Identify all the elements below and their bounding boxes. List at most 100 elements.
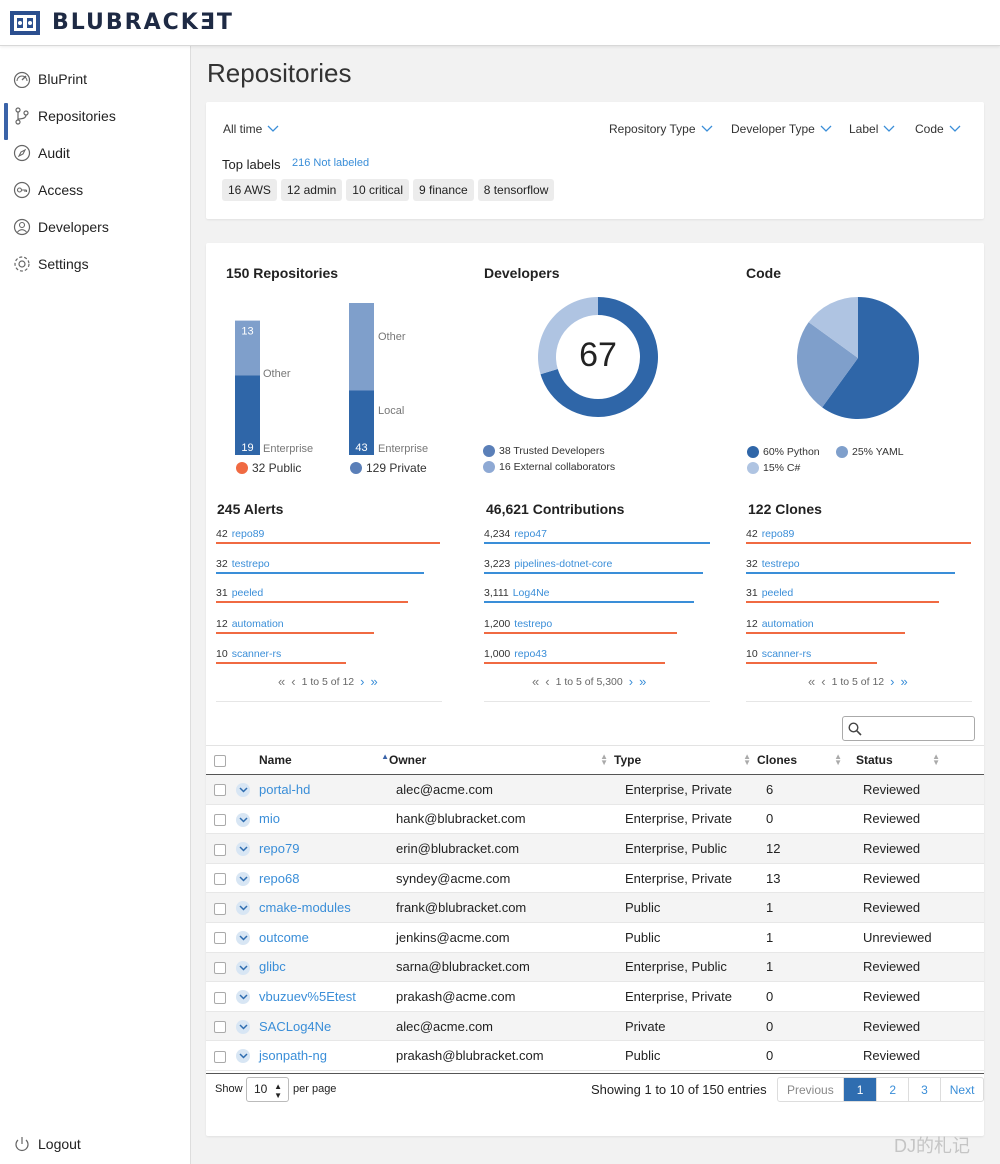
sidebar-item-access[interactable]: Access [0,171,190,208]
code-dropdown[interactable]: Code [915,122,961,136]
contribution-repo-link[interactable]: Log4Ne [512,587,550,599]
chevron-down-icon[interactable] [236,931,250,946]
label-chip-tensorflow[interactable]: 8 tensorflow [477,179,555,201]
sidebar-item-developers[interactable]: Developers [0,208,190,245]
chevron-down-icon[interactable] [236,812,250,827]
next-page-icon[interactable]: › [360,674,365,689]
next-page-button[interactable]: Next [939,1078,984,1101]
row-checkbox[interactable] [214,902,226,915]
next-page-icon[interactable]: › [628,674,634,689]
page-1-button[interactable]: 1 [842,1078,877,1101]
column-header-owner[interactable]: Owner ▲ ▼ [389,745,614,775]
repository-type-dropdown[interactable]: Repository Type [609,122,713,136]
row-checkbox[interactable] [214,961,226,974]
alert-repo-link[interactable]: automation [231,618,284,630]
label-dropdown[interactable]: Label [849,122,895,136]
clone-repo-link[interactable]: automation [761,618,814,630]
repo-name-link[interactable]: outcome [259,929,309,945]
chevron-down-icon[interactable] [236,842,250,857]
column-header-status[interactable]: Status ▲ ▼ [856,745,984,775]
chevron-down-icon[interactable] [236,1049,250,1064]
sort-icon[interactable]: ▲ ▼ [600,752,608,767]
column-header-name[interactable]: Name ▲ [259,745,389,775]
label-chip-finance[interactable]: 9 finance [412,179,474,201]
first-page-icon[interactable]: « [532,674,540,689]
first-page-icon[interactable]: « [808,674,816,689]
repo-name-link[interactable]: repo68 [259,870,300,886]
sort-icon[interactable]: ▲ ▼ [743,752,751,767]
table-row[interactable]: SACLog4Ne alec@acme.com Private 0 Reviewed [206,1011,984,1042]
pie-slice-python[interactable] [822,297,919,419]
clone-repo-link[interactable]: testrepo [761,558,800,570]
sidebar-item-bluprint[interactable]: BluPrint [0,60,190,97]
public-other-bar[interactable] [235,320,260,376]
not-labeled-link[interactable]: 216 Not labeled [292,157,370,169]
label-chip-aws[interactable]: 16 AWS [222,179,277,201]
row-checkbox[interactable] [214,991,226,1004]
sidebar-item-audit[interactable]: Audit [0,134,190,171]
next-page-icon[interactable]: › [890,674,895,689]
clone-repo-link[interactable]: scanner-rs [761,648,812,660]
label-chip-admin[interactable]: 12 admin [280,179,343,201]
table-row[interactable]: repo79 erin@blubracket.com Enterprise, Pub… [206,833,984,864]
blubracket-logo-icon[interactable] [10,10,40,35]
sidebar-item-settings[interactable]: Settings [0,245,190,282]
column-header-type[interactable]: Type ▲ ▼ [614,745,757,775]
alert-repo-link[interactable]: scanner-rs [231,648,282,660]
sort-ascending-icon[interactable]: ▲ [381,752,389,761]
repo-name-link[interactable]: jsonpath-ng [259,1048,327,1064]
alert-repo-link[interactable]: peeled [231,587,264,599]
repo-name-link[interactable]: cmake-modules [259,900,351,916]
alert-repo-link[interactable]: repo89 [231,528,265,540]
chevron-down-icon[interactable] [236,783,250,798]
last-page-icon[interactable]: » [370,674,378,689]
repo-name-link[interactable]: repo79 [259,840,300,856]
repo-name-link[interactable]: mio [259,811,280,827]
previous-page-button[interactable]: Previous [787,1083,834,1097]
row-checkbox[interactable] [214,932,226,945]
page-3-button[interactable]: 3 [908,1078,940,1101]
table-row[interactable]: jsonpath-ng prakash@blubracket.com Public 0… [206,1040,984,1071]
chevron-down-icon[interactable] [236,871,250,886]
repo-name-link[interactable]: SACLog4Ne [259,1018,332,1034]
row-checkbox[interactable] [214,813,226,826]
pie-slice-csharp[interactable] [808,297,858,358]
time-filter-dropdown[interactable]: All time [223,122,279,136]
table-row[interactable]: vbuzuev%5Etest prakash@acme.com Enterprise… [206,981,984,1012]
donut-slice-trusted-developers[interactable] [540,297,658,417]
developer-type-dropdown[interactable]: Developer Type [731,122,832,136]
table-row[interactable]: outcome jenkins@acme.com Public 1 Unreviewed [206,922,984,953]
row-checkbox[interactable] [214,1050,226,1063]
column-header-clones[interactable]: Clones ▲ ▼ [757,745,856,775]
repo-name-link[interactable]: vbuzuev%5Etest [259,988,356,1004]
pie-slice-yaml[interactable] [797,322,858,408]
contribution-repo-link[interactable]: testrepo [514,618,553,630]
prev-page-icon[interactable]: ‹ [291,674,296,689]
private-local-bar[interactable] [349,303,374,391]
repo-name-link[interactable]: portal-hd [259,781,311,797]
prev-page-icon[interactable]: ‹ [821,674,826,689]
sort-icon[interactable]: ▲ ▼ [834,752,842,767]
row-checkbox[interactable] [214,843,226,856]
table-row[interactable]: mio hank@blubracket.com Enterprise, Privat… [206,804,984,835]
table-row[interactable]: cmake-modules frank@blubracket.com Public 1… [206,892,984,923]
chevron-down-icon[interactable] [236,990,250,1005]
select-all-checkbox[interactable] [214,754,226,767]
page-size-select[interactable]: 10 ▲ ▼ [246,1077,289,1102]
contribution-repo-link[interactable]: pipelines-dotnet-core [514,558,613,570]
table-search-input[interactable] [842,716,975,741]
last-page-icon[interactable]: » [639,674,647,689]
alert-repo-link[interactable]: testrepo [231,558,270,570]
private-enterprise-bar[interactable] [349,390,374,456]
table-row[interactable]: glibc sarna@blubracket.com Enterprise, Pub… [206,952,984,983]
chevron-down-icon[interactable] [236,960,250,975]
logout-button[interactable]: Logout [12,1134,81,1154]
donut-slice-external-collaborators[interactable] [538,297,598,375]
row-checkbox[interactable] [214,873,226,886]
repo-name-link[interactable]: glibc [259,959,286,975]
sidebar-item-repositories[interactable]: Repositories [0,97,190,140]
table-row[interactable]: portal-hd alec@acme.com Enterprise, Privat… [206,774,984,805]
public-enterprise-bar[interactable] [235,375,260,455]
label-chip-critical[interactable]: 10 critical [346,179,409,201]
chevron-down-icon[interactable] [236,1019,250,1034]
